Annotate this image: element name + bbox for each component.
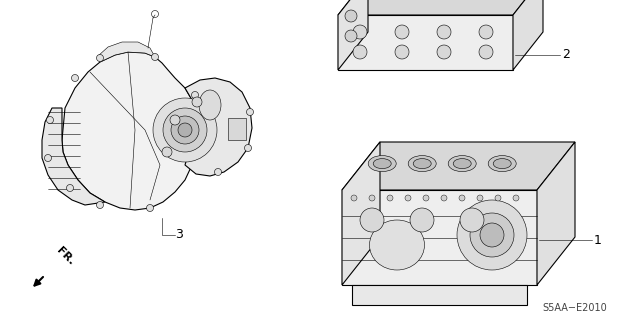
Circle shape <box>345 30 357 42</box>
Circle shape <box>513 195 519 201</box>
Circle shape <box>410 208 434 232</box>
Circle shape <box>345 10 357 22</box>
Circle shape <box>360 208 384 232</box>
Circle shape <box>163 108 207 152</box>
Circle shape <box>457 200 527 270</box>
Text: 2: 2 <box>562 48 570 62</box>
Circle shape <box>72 75 79 81</box>
Polygon shape <box>342 142 380 285</box>
Circle shape <box>192 97 202 107</box>
Ellipse shape <box>453 159 471 169</box>
Ellipse shape <box>448 156 476 172</box>
Circle shape <box>459 195 465 201</box>
Circle shape <box>214 168 221 175</box>
Ellipse shape <box>413 159 431 169</box>
Circle shape <box>170 115 180 125</box>
Circle shape <box>470 213 514 257</box>
Circle shape <box>191 92 198 99</box>
Circle shape <box>480 223 504 247</box>
Circle shape <box>387 195 393 201</box>
Circle shape <box>244 145 252 152</box>
Circle shape <box>460 208 484 232</box>
Circle shape <box>479 25 493 39</box>
Circle shape <box>395 25 409 39</box>
Circle shape <box>353 45 367 59</box>
Circle shape <box>171 116 199 144</box>
Circle shape <box>423 195 429 201</box>
Polygon shape <box>338 15 513 70</box>
Text: 1: 1 <box>594 234 602 247</box>
Ellipse shape <box>493 159 511 169</box>
Text: S5AA−E2010: S5AA−E2010 <box>543 303 607 313</box>
Ellipse shape <box>373 159 391 169</box>
Ellipse shape <box>368 156 396 172</box>
Polygon shape <box>338 0 368 70</box>
Circle shape <box>147 204 154 211</box>
Polygon shape <box>98 42 155 62</box>
Circle shape <box>152 54 159 61</box>
Circle shape <box>246 108 253 115</box>
Ellipse shape <box>488 156 516 172</box>
Circle shape <box>47 116 54 123</box>
Ellipse shape <box>408 156 436 172</box>
Polygon shape <box>342 190 537 285</box>
Polygon shape <box>42 108 105 205</box>
Polygon shape <box>185 78 252 176</box>
Circle shape <box>369 195 375 201</box>
Circle shape <box>437 25 451 39</box>
Ellipse shape <box>369 220 424 270</box>
Circle shape <box>178 123 192 137</box>
Circle shape <box>162 147 172 157</box>
Polygon shape <box>513 0 543 70</box>
Polygon shape <box>342 142 575 190</box>
Circle shape <box>67 184 74 191</box>
Circle shape <box>351 195 357 201</box>
Circle shape <box>495 195 501 201</box>
Circle shape <box>405 195 411 201</box>
Polygon shape <box>338 0 543 15</box>
Circle shape <box>353 25 367 39</box>
Polygon shape <box>537 142 575 285</box>
Circle shape <box>395 45 409 59</box>
Bar <box>228 118 246 140</box>
Circle shape <box>45 154 51 161</box>
Circle shape <box>479 45 493 59</box>
Polygon shape <box>352 285 527 305</box>
Ellipse shape <box>199 90 221 120</box>
Text: FR.: FR. <box>55 245 77 267</box>
Circle shape <box>153 98 217 162</box>
Circle shape <box>477 195 483 201</box>
Text: 3: 3 <box>175 228 183 241</box>
Circle shape <box>97 55 104 62</box>
Circle shape <box>441 195 447 201</box>
Polygon shape <box>62 52 197 210</box>
Circle shape <box>437 45 451 59</box>
Circle shape <box>97 202 104 209</box>
